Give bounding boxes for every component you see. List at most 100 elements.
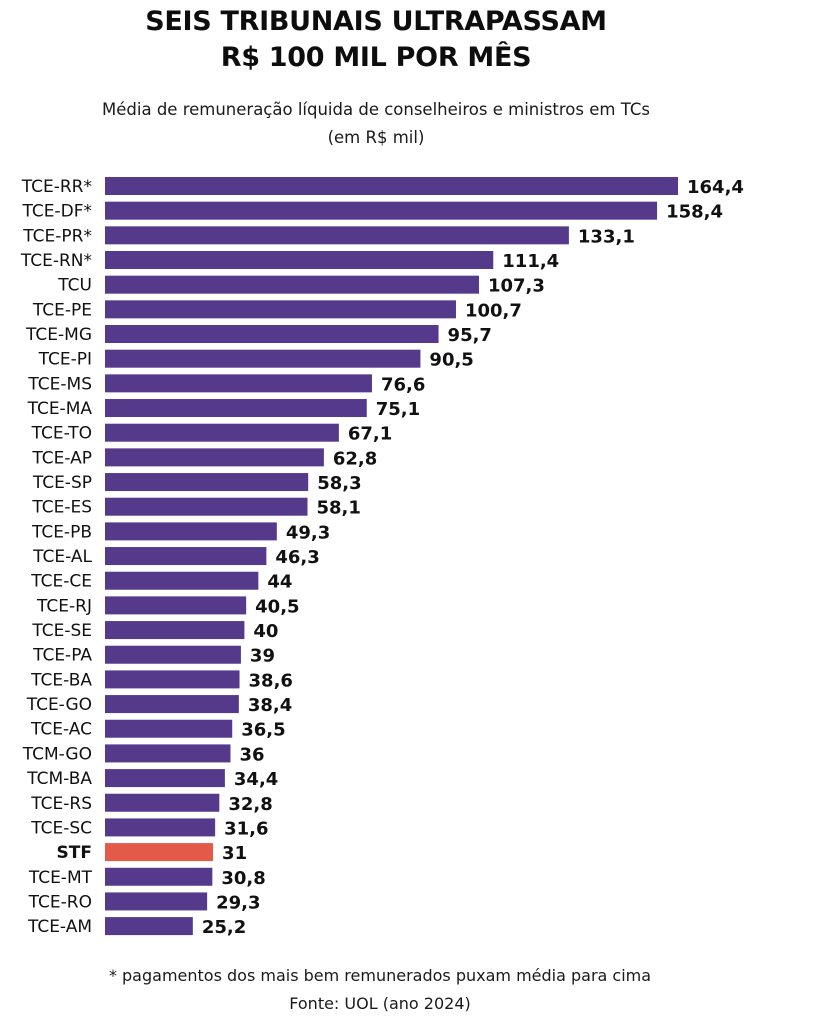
value-label: 40 xyxy=(253,621,278,642)
value-label: 95,7 xyxy=(448,325,492,346)
footnote-source: Fonte: UOL (ano 2024) xyxy=(289,994,471,1013)
category-label: TCE-BA xyxy=(30,670,92,690)
value-label: 30,8 xyxy=(221,868,265,889)
category-label: TCE-TO xyxy=(31,424,92,444)
value-label: 164,4 xyxy=(687,177,744,198)
chart-subtitle-line-2: (em R$ mil) xyxy=(327,128,425,147)
bar xyxy=(105,226,569,245)
category-label: TCE-SP xyxy=(32,473,92,493)
category-label: TCE-ES xyxy=(31,498,92,518)
value-label: 34,4 xyxy=(234,769,278,790)
category-label: TCE-DF* xyxy=(21,202,92,222)
value-label: 107,3 xyxy=(488,276,545,297)
category-label: TCE-PB xyxy=(31,522,92,542)
value-label: 31,6 xyxy=(224,818,268,839)
category-label: TCU xyxy=(57,276,92,296)
category-label: TCE-AM xyxy=(27,917,92,937)
value-label: 158,4 xyxy=(666,202,723,223)
value-label: 29,3 xyxy=(216,892,260,913)
category-label: TCE-MG xyxy=(25,325,92,345)
bar xyxy=(105,275,479,294)
category-label: TCE-RS xyxy=(30,794,92,814)
bar xyxy=(105,448,324,467)
bar xyxy=(105,325,439,344)
category-label: TCM-GO xyxy=(22,744,92,764)
bar xyxy=(105,867,213,886)
bar xyxy=(105,423,339,442)
bar xyxy=(105,300,456,319)
category-label: TCE-MA xyxy=(27,399,93,419)
bar xyxy=(105,349,421,368)
value-label: 100,7 xyxy=(465,300,522,321)
bar xyxy=(105,201,658,220)
bar xyxy=(105,473,309,492)
value-label: 75,1 xyxy=(376,399,420,420)
category-label: STF xyxy=(57,843,92,863)
bar xyxy=(105,719,233,738)
value-label: 76,6 xyxy=(381,374,425,395)
footnote-note: * pagamentos dos mais bem remunerados pu… xyxy=(108,966,652,985)
category-label: TCE-MS xyxy=(27,374,92,394)
value-label: 90,5 xyxy=(429,350,473,371)
chart-title: SEIS TRIBUNAIS ULTRAPASSAM R$ 100 MIL PO… xyxy=(0,4,752,76)
category-label: TCE-RO xyxy=(28,892,92,912)
value-label: 25,2 xyxy=(202,917,246,938)
category-label: TCE-AP xyxy=(31,448,92,468)
value-label: 133,1 xyxy=(578,226,635,247)
category-label: TCE-AL xyxy=(32,547,92,567)
bar xyxy=(105,769,225,788)
value-label: 31 xyxy=(222,843,247,864)
category-label: TCE-PE xyxy=(32,300,92,320)
chart-title-line-1: SEIS TRIBUNAIS ULTRAPASSAM xyxy=(145,6,607,37)
chart-title-line-2: R$ 100 MIL POR MÊS xyxy=(220,42,532,73)
category-label: TCE-PR* xyxy=(22,226,92,246)
bar xyxy=(105,497,308,516)
value-label: 67,1 xyxy=(348,424,392,445)
bar xyxy=(105,621,245,640)
bar xyxy=(105,670,240,689)
bar xyxy=(105,374,372,393)
bar xyxy=(105,251,494,270)
bar xyxy=(105,522,277,541)
bar xyxy=(105,596,247,615)
bar xyxy=(105,645,241,664)
category-label: TCE-PA xyxy=(32,646,92,666)
bar xyxy=(105,793,220,812)
bar xyxy=(105,695,239,714)
bar xyxy=(105,177,678,195)
value-label: 40,5 xyxy=(255,596,299,617)
value-label: 49,3 xyxy=(286,522,330,543)
value-label: 46,3 xyxy=(275,547,319,568)
bar xyxy=(105,917,193,936)
category-label: TCE-RR* xyxy=(21,177,92,197)
value-label: 38,4 xyxy=(248,695,292,716)
chart-subtitle-line-1: Média de remuneração líquida de conselhe… xyxy=(102,100,650,119)
value-label: 38,6 xyxy=(249,670,293,691)
value-label: 62,8 xyxy=(333,448,377,469)
value-label: 44 xyxy=(267,572,292,593)
category-label: TCE-RN* xyxy=(20,251,92,271)
category-label: TCE-AC xyxy=(30,720,92,740)
value-label: 36 xyxy=(239,744,264,765)
bar xyxy=(105,571,259,590)
category-label: TCE-SE xyxy=(31,621,92,641)
value-label: 111,4 xyxy=(502,251,559,272)
bar xyxy=(105,399,367,418)
category-label: TCM-BA xyxy=(26,769,92,789)
bar xyxy=(105,892,208,911)
category-label: TCE-MT xyxy=(28,868,93,888)
value-label: 32,8 xyxy=(228,794,272,815)
value-label: 36,5 xyxy=(241,720,285,741)
value-label: 39 xyxy=(250,646,275,667)
category-label: TCE-CE xyxy=(30,572,92,592)
bar xyxy=(105,744,231,763)
category-label: TCE-RJ xyxy=(36,596,92,616)
category-label: TCE-GO xyxy=(26,695,92,715)
bar xyxy=(105,547,267,566)
bar xyxy=(105,843,214,862)
category-label: TCE-PI xyxy=(38,350,92,370)
chart-subtitle: Média de remuneração líquida de conselhe… xyxy=(0,96,752,152)
bar xyxy=(105,818,216,837)
value-label: 58,1 xyxy=(317,498,361,519)
chart-footnotes: * pagamentos dos mais bem remunerados pu… xyxy=(0,962,760,1018)
